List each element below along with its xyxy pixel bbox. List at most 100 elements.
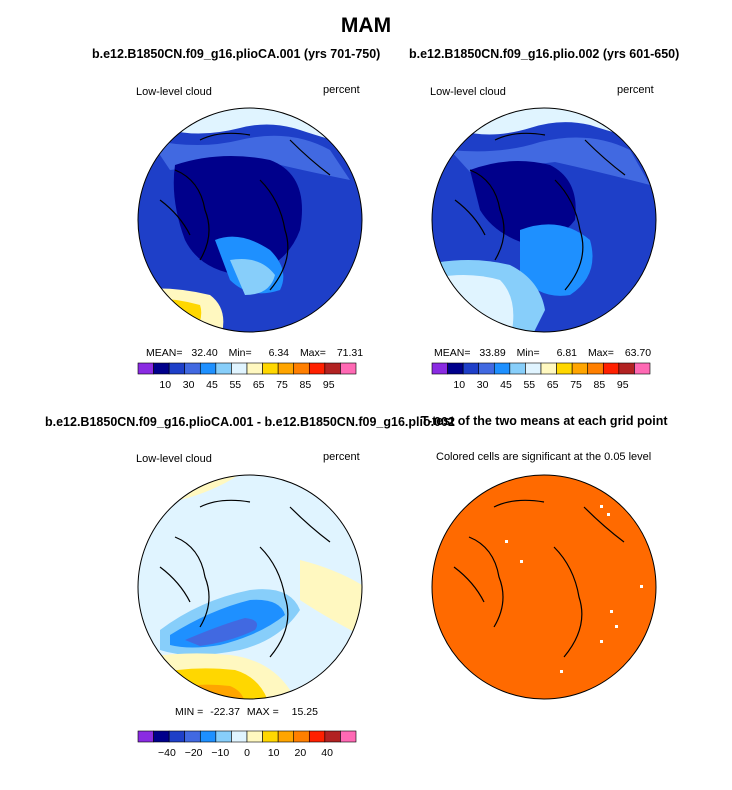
colorbar-tick-label: −10 [211, 747, 229, 759]
colorbar-box [246, 730, 263, 743]
colorbar-box [340, 730, 357, 743]
colorbar-box [525, 362, 542, 375]
colorbar-tick-label: 75 [570, 379, 582, 391]
panel2-field-band [520, 224, 593, 296]
panel1-colorbar: 10 30 45 55 65 75 85 95 [137, 362, 357, 391]
colorbar-box [618, 362, 635, 375]
colorbar-box [602, 362, 620, 375]
panel2-map [432, 108, 656, 332]
panel3-field-dark-blue [185, 618, 258, 646]
colorbar-tick-label: 55 [523, 379, 535, 391]
panel2-map-border [431, 107, 657, 333]
colorbar-tick-label: 75 [276, 379, 288, 391]
colorbar-box [277, 730, 295, 743]
panel3-min-value: -22.37 [210, 706, 240, 718]
panel3-left-label: Low-level cloud [136, 453, 212, 465]
panel1-max-value: 71.31 [336, 347, 364, 359]
panel2-right-label: percent [617, 84, 654, 96]
panel1-map-border [137, 107, 363, 333]
colorbar-tick-label: 40 [321, 747, 333, 759]
colorbar-box [199, 362, 217, 375]
panel3-title: b.e12.B1850CN.f09_g16.plioCA.001 - b.e12… [45, 415, 455, 429]
panel3-right-label: percent [323, 451, 360, 463]
colorbar-box [153, 362, 170, 375]
panel4-cell [505, 540, 508, 543]
panel4-cell [600, 505, 603, 508]
colorbar-tick-label: 65 [547, 379, 559, 391]
panel4-map [432, 475, 656, 699]
panel1-field-yellow [138, 288, 224, 332]
colorbar-tick-label: 10 [453, 379, 465, 391]
colorbar-box [293, 362, 310, 375]
colorbar-tick-label: 85 [300, 379, 312, 391]
panel1-min-value: 6.34 [268, 347, 290, 359]
colorbar-box [462, 362, 480, 375]
colorbar-box [540, 362, 557, 375]
colorbar-box [137, 362, 154, 375]
panel2-left-label: Low-level cloud [430, 86, 506, 98]
colorbar-box [478, 362, 495, 375]
colorbar-tick-label: 0 [244, 747, 250, 759]
panel1-max-label: Max= [299, 347, 326, 359]
colorbar-box [168, 730, 186, 743]
panel2-field-ring [450, 137, 650, 185]
panel2-title: b.e12.B1850CN.f09_g16.plio.002 (yrs 601-… [409, 47, 680, 61]
colorbar-box [137, 730, 154, 743]
colorbar-tick-label: 20 [295, 747, 307, 759]
colorbar-box [231, 730, 248, 743]
panel1-field-core [173, 156, 302, 275]
panel2-coastlines [454, 132, 626, 291]
panel3-field-right-yellow [300, 560, 362, 640]
panel1-stats: MEAN= 32.40 Min= 6.34 Max= 71.31 [146, 347, 363, 359]
colorbar-box [246, 362, 263, 375]
panel3-max-label: MAX = [246, 706, 279, 718]
colorbar-tick-label: 85 [594, 379, 606, 391]
colorbar-box [340, 362, 357, 375]
panel1-title: b.e12.B1850CN.f09_g16.plioCA.001 (yrs 70… [92, 47, 381, 61]
panel4-cell [520, 560, 523, 563]
panel4-cell [607, 513, 610, 516]
colorbar-box [587, 362, 604, 375]
panel3-colorbar: −40 −20 −10 0 10 20 40 [137, 730, 357, 759]
panel1-field-light [230, 259, 275, 295]
colorbar-box [308, 730, 326, 743]
panel2-field-core [470, 161, 576, 245]
panel1-coastlines [159, 132, 331, 291]
panel1-min-label: Min= [228, 347, 252, 359]
panel2-max-label: Max= [587, 347, 614, 359]
panel4-left-label: Colored cells are significant at the 0.0… [436, 451, 652, 463]
panel1-right-label: percent [323, 84, 360, 96]
colorbar-box [168, 362, 186, 375]
panel3-max-value: 15.25 [291, 706, 318, 718]
colorbar-box [199, 730, 217, 743]
panel2-colorbar: 10 30 45 55 65 75 85 95 [431, 362, 651, 391]
colorbar-tick-label: 45 [500, 379, 512, 391]
panel3-map-border [137, 474, 363, 700]
panel1-mean-label: MEAN= [146, 347, 183, 359]
panel2-mean-label: MEAN= [434, 347, 471, 359]
panel4-map-border [431, 474, 657, 700]
panel3-map [138, 475, 362, 699]
colorbar-box [571, 362, 589, 375]
colorbar-box [215, 362, 232, 375]
panel2-field-pale [432, 275, 514, 332]
panel3-min-label: MIN = [175, 706, 204, 718]
colorbar-box [215, 730, 232, 743]
colorbar-box [431, 362, 448, 375]
colorbar-tick-label: 30 [477, 379, 489, 391]
panel2-max-value: 63.70 [624, 347, 652, 359]
panel4-title: T-test of the two means at each grid poi… [421, 414, 668, 428]
colorbar-tick-label: 45 [206, 379, 218, 391]
panel4-cell [610, 610, 613, 613]
panel3-coastlines [159, 499, 331, 658]
colorbar-box [262, 730, 279, 743]
colorbar-tick-label: 10 [159, 379, 171, 391]
panel1-left-label: Low-level cloud [136, 86, 212, 98]
colorbar-box [184, 362, 201, 375]
panel1-mean-value: 32.40 [191, 347, 218, 359]
panel2-stats: MEAN= 33.89 Min= 6.81 Max= 63.70 [434, 347, 651, 359]
colorbar-box [447, 362, 464, 375]
figure-title: MAM [340, 14, 392, 37]
panel4-coastlines [453, 499, 625, 658]
panel1-map [138, 108, 362, 332]
